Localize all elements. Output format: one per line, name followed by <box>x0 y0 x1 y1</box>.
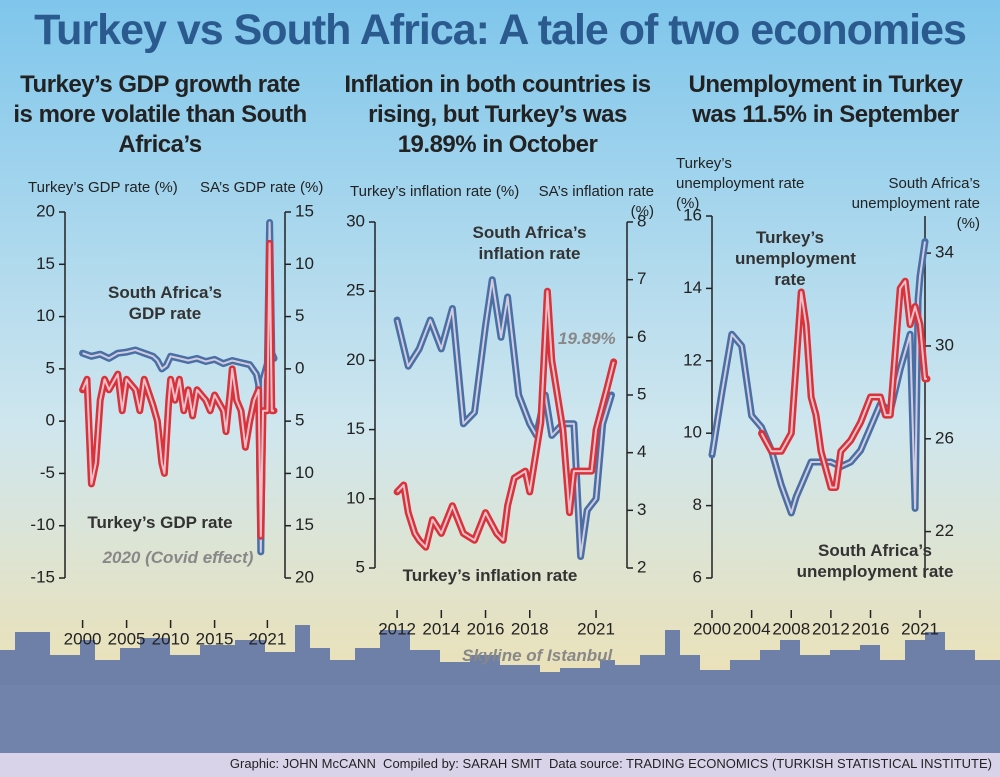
annotation: 2020 (Covid effect) <box>102 548 254 567</box>
main-title: Turkey vs South Africa: A tale of two ec… <box>34 6 967 54</box>
skyline-label: Skyline of Istanbul <box>462 646 613 665</box>
series-line-highlight <box>396 290 615 549</box>
x-tick-label: 2021 <box>901 619 939 638</box>
y2-tick-label: 0 <box>295 358 304 377</box>
chart-title: Unemployment in Turkey was 11.5% in Sept… <box>688 71 963 128</box>
y2-axis-label: SA’s inflation rate (%) <box>538 183 654 220</box>
series-label: South Africa’s GDP rate <box>108 283 222 323</box>
x-tick-label: 2008 <box>772 619 810 638</box>
x-tick-label: 2016 <box>467 619 505 638</box>
annotation: 19.89% <box>558 329 616 348</box>
y-axis-label: Turkey’s GDP rate (%) <box>28 179 178 196</box>
footer-bar <box>0 753 1000 777</box>
y-tick-label: -15 <box>30 567 55 586</box>
y-tick-label: 16 <box>683 205 702 224</box>
y2-tick-label: 34 <box>935 243 954 262</box>
x-tick-label: 2010 <box>152 629 190 648</box>
y-axis-label: Turkey’s unemployment rate (%) <box>676 155 805 212</box>
y-axis-label: Turkey’s inflation rate (%) <box>350 183 520 200</box>
y2-tick-label: 20 <box>295 567 314 586</box>
series-label: Turkey’s inflation rate <box>402 566 578 585</box>
y-tick-label: 5 <box>46 358 55 377</box>
y-tick-label: -5 <box>40 463 55 482</box>
y-tick-label: 8 <box>693 495 702 514</box>
y2-axis-label: SA’s GDP rate (%) <box>200 179 324 196</box>
y2-tick-label: 2 <box>637 557 646 576</box>
series-label: South Africa’s unemployment rate <box>796 541 954 581</box>
chart-title: Inflation in both countries is rising, b… <box>344 71 651 158</box>
series-line-highlight <box>760 280 927 489</box>
x-tick-label: 2000 <box>64 629 102 648</box>
y2-tick-label: 6 <box>637 327 646 346</box>
y-tick-label: 10 <box>36 306 55 325</box>
y-tick-label: 20 <box>36 201 55 220</box>
x-tick-label: 2004 <box>733 619 771 638</box>
y2-tick-label: 15 <box>295 515 314 534</box>
y-tick-label: 5 <box>356 557 365 576</box>
x-tick-label: 2012 <box>378 619 416 638</box>
y-tick-label: 10 <box>683 423 702 442</box>
x-tick-label: 2021 <box>248 629 286 648</box>
series-line-highlight <box>396 278 613 558</box>
y-tick-label: 14 <box>683 278 702 297</box>
y2-tick-label: 5 <box>295 306 304 325</box>
x-tick-label: 2021 <box>577 619 615 638</box>
y-tick-label: 15 <box>346 419 365 438</box>
y2-tick-label: 26 <box>935 428 954 447</box>
chart-title: Turkey’s GDP growth rate is more volatil… <box>13 71 307 158</box>
x-tick-label: 2016 <box>852 619 890 638</box>
x-tick-label: 2005 <box>108 629 146 648</box>
y-tick-label: 10 <box>346 488 365 507</box>
y2-tick-label: 15 <box>295 201 314 220</box>
x-tick-label: 2015 <box>196 629 234 648</box>
y2-tick-label: 3 <box>637 500 646 519</box>
credits: Graphic: JOHN McCANN Compiled by: SARAH … <box>229 756 992 771</box>
y-tick-label: 20 <box>346 350 365 369</box>
y-tick-label: 15 <box>36 254 55 273</box>
series-label: Turkey’s GDP rate <box>87 513 233 532</box>
series-line-highlight <box>81 242 274 538</box>
y2-tick-label: 5 <box>295 411 304 430</box>
y-tick-label: 0 <box>46 411 55 430</box>
x-tick-label: 2000 <box>693 619 731 638</box>
x-tick-label: 2014 <box>422 619 460 638</box>
x-tick-label: 2012 <box>812 619 850 638</box>
series-label: South Africa’s inflation rate <box>472 223 587 263</box>
y2-tick-label: 10 <box>295 463 314 482</box>
y-tick-label: 12 <box>683 350 702 369</box>
y2-tick-label: 10 <box>295 254 314 273</box>
y2-tick-label: 22 <box>935 521 954 540</box>
series-label: Turkey’s unemployment rate <box>735 228 856 289</box>
y-tick-label: 6 <box>693 567 702 586</box>
x-tick-label: 2018 <box>511 619 549 638</box>
y2-tick-label: 5 <box>637 384 646 403</box>
y-tick-label: 30 <box>346 211 365 230</box>
y2-tick-label: 7 <box>637 269 646 288</box>
y2-axis-label: South Africa’s unemployment rate (%) <box>851 175 980 232</box>
y2-tick-label: 30 <box>935 335 954 354</box>
y-tick-label: 25 <box>346 281 365 300</box>
y2-tick-label: 4 <box>637 442 646 461</box>
y2-tick-label: 8 <box>637 211 646 230</box>
y-tick-label: -10 <box>30 515 55 534</box>
